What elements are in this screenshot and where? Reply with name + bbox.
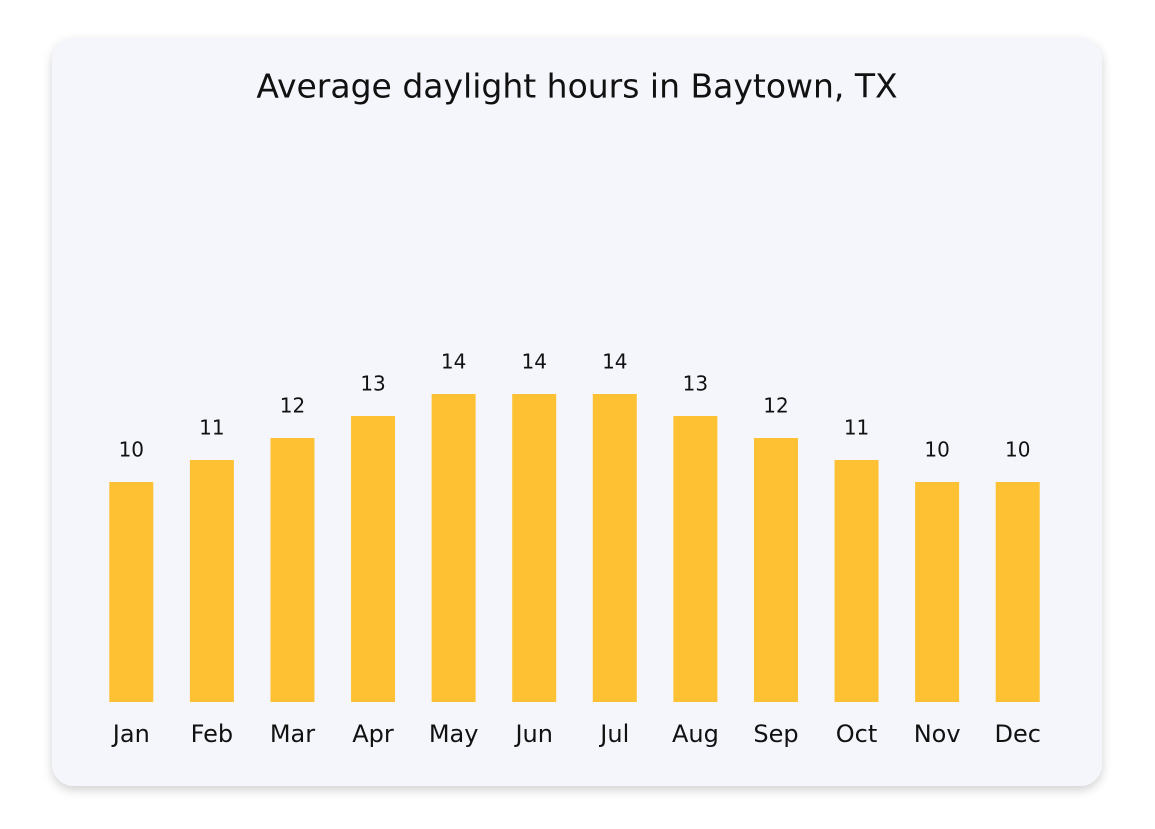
bar — [753, 438, 798, 702]
chart-title: Average daylight hours in Baytown, TX — [256, 67, 897, 106]
bar — [512, 394, 557, 702]
value-label: 13 — [360, 372, 385, 396]
x-tick-label: Nov — [914, 720, 961, 748]
value-label: 10 — [119, 438, 144, 462]
x-tick-label: Mar — [270, 720, 315, 748]
bar — [592, 394, 637, 702]
value-label: 11 — [844, 416, 869, 440]
value-label: 14 — [441, 350, 466, 374]
value-label: 12 — [763, 394, 788, 418]
value-label: 13 — [683, 372, 708, 396]
x-tick-label: Dec — [994, 720, 1040, 748]
value-label: 14 — [602, 350, 627, 374]
bar — [270, 438, 315, 702]
x-tick-label: Feb — [191, 720, 234, 748]
bar — [673, 416, 718, 702]
x-tick-label: Sep — [753, 720, 798, 748]
bar — [431, 394, 476, 702]
x-tick-label: May — [429, 720, 479, 748]
value-label: 14 — [521, 350, 546, 374]
bar — [351, 416, 396, 702]
value-label: 11 — [199, 416, 224, 440]
bar — [915, 482, 960, 702]
value-label: 10 — [1005, 438, 1030, 462]
bar — [834, 460, 879, 702]
value-label: 10 — [924, 438, 949, 462]
bar — [189, 460, 234, 702]
x-tick-label: Jan — [111, 720, 150, 748]
x-tick-label: Oct — [836, 720, 878, 748]
x-tick-label: Jul — [598, 720, 629, 748]
x-tick-label: Apr — [352, 720, 394, 748]
bar — [995, 482, 1040, 702]
value-label: 12 — [280, 394, 305, 418]
x-tick-label: Jun — [513, 720, 553, 748]
bar — [109, 482, 154, 702]
x-tick-label: Aug — [672, 720, 719, 748]
